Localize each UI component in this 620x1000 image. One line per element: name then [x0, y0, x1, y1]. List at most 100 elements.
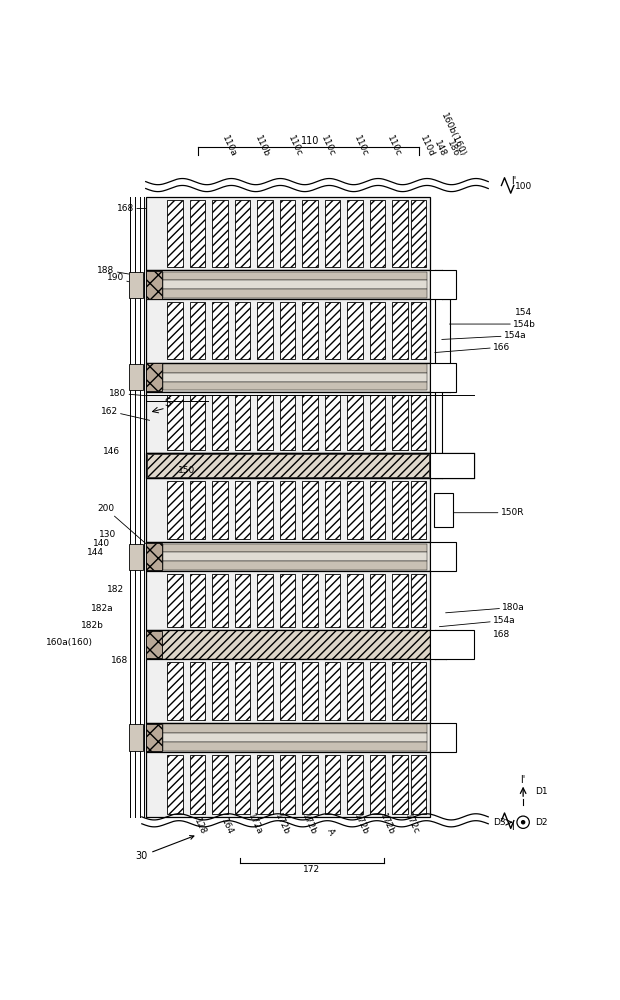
Bar — [148, 453, 428, 477]
Text: 172b: 172b — [300, 812, 317, 836]
Text: 168: 168 — [493, 630, 510, 639]
Bar — [235, 481, 250, 539]
Bar — [410, 574, 427, 627]
Text: D2: D2 — [534, 818, 547, 827]
Text: 154: 154 — [515, 308, 533, 317]
Bar — [235, 574, 250, 627]
Bar — [392, 302, 408, 359]
Text: 164: 164 — [219, 817, 235, 836]
Bar — [162, 742, 427, 751]
Bar — [146, 270, 430, 299]
Bar — [410, 200, 427, 267]
Bar — [257, 481, 273, 539]
Bar — [167, 481, 183, 539]
Text: 110c: 110c — [286, 135, 304, 158]
Bar — [129, 724, 143, 751]
Bar — [235, 662, 250, 720]
Text: 182a: 182a — [91, 604, 113, 613]
Text: 110c: 110c — [385, 135, 403, 158]
Bar — [325, 302, 340, 359]
Bar — [162, 382, 427, 390]
Text: 30: 30 — [135, 836, 194, 861]
Text: 154a: 154a — [441, 331, 526, 340]
Bar — [212, 574, 228, 627]
Bar — [190, 200, 205, 267]
Bar — [212, 395, 228, 450]
Bar — [162, 373, 427, 382]
Text: A: A — [326, 827, 336, 836]
Bar — [325, 395, 340, 450]
Bar — [392, 662, 408, 720]
Text: 160a(160): 160a(160) — [46, 638, 93, 647]
Bar — [162, 724, 427, 733]
Bar — [212, 481, 228, 539]
Bar — [129, 272, 143, 298]
Bar — [146, 478, 430, 542]
Bar — [235, 395, 250, 450]
Text: 172a: 172a — [246, 812, 264, 836]
Bar — [167, 302, 183, 359]
Bar — [370, 200, 385, 267]
Bar — [347, 302, 363, 359]
Text: 200: 200 — [97, 504, 146, 544]
Bar — [430, 363, 456, 392]
Bar — [190, 574, 205, 627]
Bar — [162, 272, 427, 280]
Bar — [212, 755, 228, 814]
Bar — [325, 481, 340, 539]
Text: 150: 150 — [179, 466, 195, 475]
Text: 140: 140 — [93, 539, 110, 548]
Bar — [190, 755, 205, 814]
Bar — [280, 302, 295, 359]
Bar — [146, 299, 430, 363]
Bar — [162, 561, 427, 570]
Bar — [212, 662, 228, 720]
Text: 154b: 154b — [450, 320, 536, 329]
Text: 146: 146 — [103, 447, 120, 456]
Bar — [129, 364, 143, 390]
Bar — [370, 755, 385, 814]
Bar — [235, 755, 250, 814]
Bar — [430, 723, 456, 752]
Bar — [167, 395, 183, 450]
Bar — [430, 542, 456, 571]
Text: 160b(160): 160b(160) — [439, 112, 467, 158]
Bar — [162, 289, 427, 298]
Text: 110a: 110a — [220, 134, 238, 158]
Bar — [167, 200, 183, 267]
Bar — [257, 395, 273, 450]
Bar — [325, 662, 340, 720]
Text: 110b: 110b — [254, 134, 272, 158]
Bar — [434, 493, 453, 527]
Bar — [162, 364, 427, 373]
Bar — [129, 544, 143, 570]
Text: 172b: 172b — [273, 812, 291, 836]
Bar — [235, 200, 250, 267]
Text: D3: D3 — [493, 818, 505, 827]
Bar — [235, 302, 250, 359]
Text: 148: 148 — [433, 139, 448, 158]
Bar — [162, 544, 427, 552]
Bar — [303, 481, 317, 539]
Bar — [146, 197, 430, 270]
Bar — [392, 755, 408, 814]
Bar — [303, 755, 317, 814]
Text: 100: 100 — [515, 182, 533, 191]
Text: 168: 168 — [117, 204, 146, 213]
Text: l: l — [512, 822, 514, 832]
Bar — [162, 280, 427, 289]
Bar — [162, 733, 427, 742]
Bar — [212, 200, 228, 267]
Text: 110c: 110c — [319, 135, 337, 158]
Bar — [347, 481, 363, 539]
Bar — [392, 574, 408, 627]
Text: 172c: 172c — [403, 812, 420, 836]
Bar — [146, 453, 430, 478]
Bar — [325, 574, 340, 627]
Text: 162: 162 — [100, 407, 149, 420]
Bar — [257, 200, 273, 267]
Bar — [146, 659, 430, 723]
Bar — [410, 662, 427, 720]
Text: 182: 182 — [107, 585, 124, 594]
Bar — [257, 574, 273, 627]
